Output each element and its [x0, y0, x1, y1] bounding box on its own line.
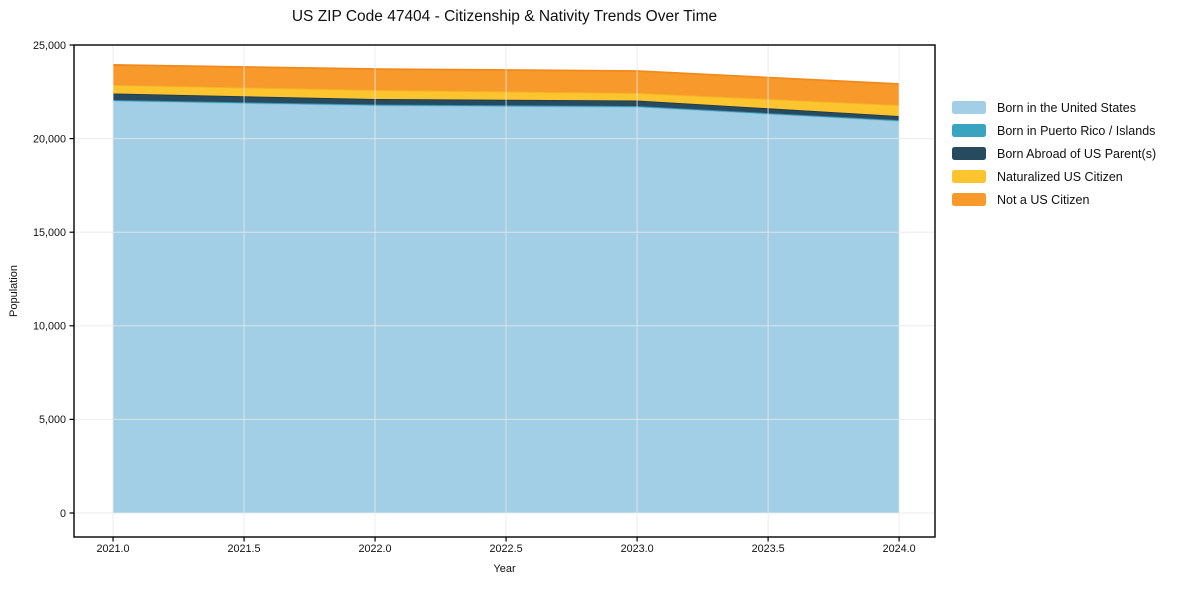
- legend-label: Not a US Citizen: [997, 192, 1090, 207]
- legend-label: Born in Puerto Rico / Islands: [997, 123, 1156, 138]
- legend-item: Not a US Citizen: [952, 192, 1156, 207]
- y-tick-label: 25,000: [33, 40, 66, 52]
- legend-swatch-born-puerto-rico: [952, 124, 986, 137]
- legend-item: Naturalized US Citizen: [952, 169, 1156, 184]
- legend-swatch-not-citizen: [952, 193, 986, 206]
- y-tick-label: 20,000: [33, 133, 66, 145]
- legend-swatch-born-in-us: [952, 101, 986, 114]
- legend-swatch-born-abroad: [952, 147, 986, 160]
- y-tick-label: 15,000: [33, 227, 66, 239]
- x-axis-label: Year: [493, 563, 516, 575]
- legend-item: Born in the United States: [952, 100, 1156, 115]
- chart-title: US ZIP Code 47404 - Citizenship & Nativi…: [291, 8, 718, 25]
- legend-item: Born in Puerto Rico / Islands: [952, 123, 1156, 138]
- y-tick-label: 10,000: [33, 321, 66, 333]
- y-tick-label: 5,000: [39, 414, 66, 426]
- x-tick-label: 2023.5: [752, 543, 785, 555]
- legend-label: Born in the United States: [997, 100, 1136, 115]
- legend-label: Naturalized US Citizen: [997, 169, 1123, 184]
- x-tick-label: 2021.5: [228, 543, 261, 555]
- x-tick-label: 2023.0: [621, 543, 654, 555]
- legend-label: Born Abroad of US Parent(s): [997, 146, 1157, 161]
- legend: Born in the United States Born in Puerto…: [952, 100, 1157, 207]
- x-tick-label: 2024.0: [883, 543, 916, 555]
- x-tick-label: 2021.0: [97, 543, 130, 555]
- legend-swatch-naturalized: [952, 170, 986, 183]
- y-tick-label: 0: [60, 508, 66, 520]
- legend-item: Born Abroad of US Parent(s): [952, 146, 1157, 161]
- x-tick-label: 2022.5: [490, 543, 523, 555]
- x-tick-label: 2022.0: [359, 543, 392, 555]
